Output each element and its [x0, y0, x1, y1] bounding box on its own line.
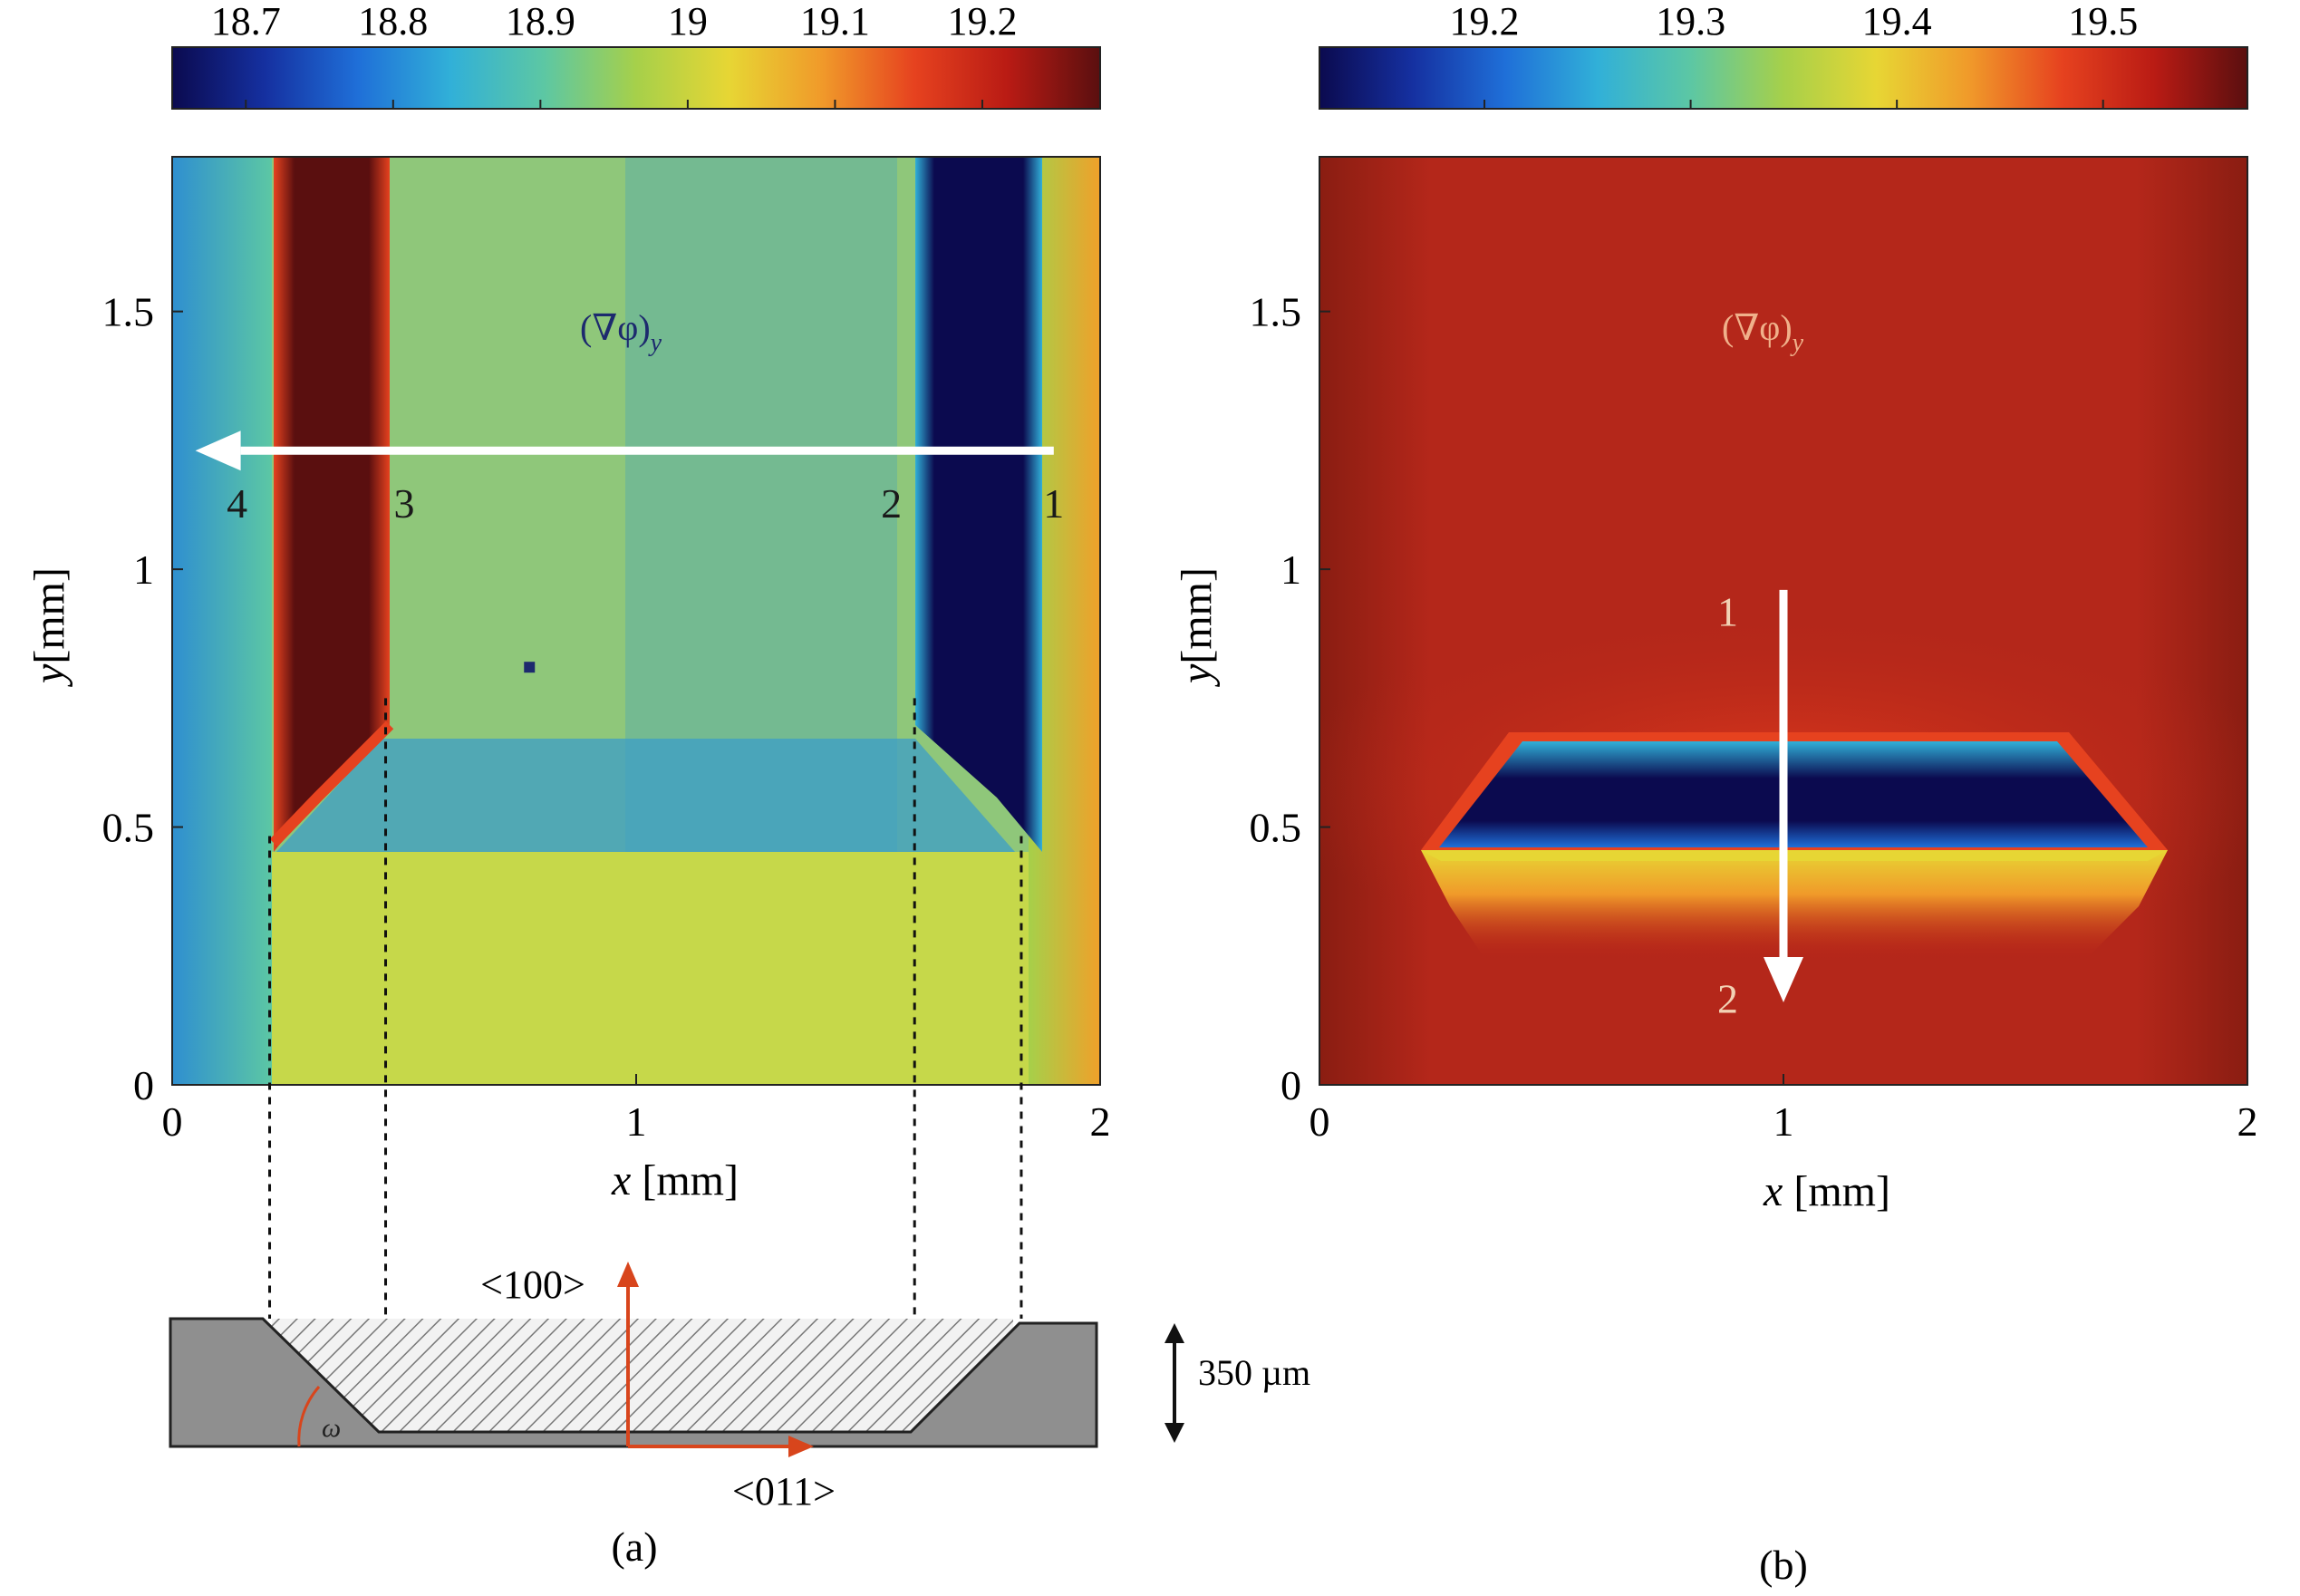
- point-label: 1: [1717, 589, 1738, 635]
- y-tick-label: 0: [133, 1062, 154, 1108]
- x-tick-label: 1: [626, 1098, 647, 1145]
- heatmap-a-right-groove-wall: [915, 157, 1042, 852]
- cross-section: ω <100> <011> 350 µm: [169, 1262, 1310, 1514]
- point-label: 1: [1043, 480, 1064, 527]
- scan-arrow-head: [195, 430, 241, 471]
- x-tick-label: 0: [162, 1098, 183, 1145]
- colorbar-tick-label: 19.1: [800, 0, 870, 44]
- panel-label-b: (b): [1759, 1542, 1808, 1588]
- colorbar-tick-label: 19.3: [1656, 0, 1725, 44]
- point-label: 3: [394, 480, 415, 527]
- y-tick-label: 1.5: [102, 289, 155, 335]
- panel-label-a: (a): [611, 1523, 657, 1570]
- y-tick-label: 1: [1280, 547, 1301, 593]
- overlay-a: 4 3 2 1: [195, 430, 1064, 1432]
- dot-marker: [524, 662, 536, 673]
- colorbar-tick-label: 19.5: [2068, 0, 2138, 44]
- y-axis-label-a: y[mm]: [25, 567, 73, 688]
- axes-b: 0 1 200.511.5: [1250, 289, 2258, 1145]
- colorbar-a: [171, 46, 1101, 110]
- heatmap-a-mid-tone: [625, 157, 897, 855]
- depth-label: 350 µm: [1198, 1352, 1310, 1393]
- cross-section-cavity: [272, 1319, 1013, 1433]
- depth-arrow-down: [1164, 1423, 1184, 1443]
- overlay-b: 12: [1717, 589, 1803, 1021]
- x-tick-label: 1: [1773, 1098, 1794, 1145]
- heatmap-b-trapezoid-interior: [1439, 741, 2148, 847]
- cross-section-substrate: [169, 1317, 1098, 1448]
- point-label: 2: [881, 480, 902, 527]
- axis-011-arrowhead: [788, 1436, 814, 1457]
- heatmap-a-left-groove-wall: [274, 157, 390, 852]
- colorbar-tick-label: 18.7: [211, 0, 281, 44]
- y-tick-label: 1.5: [1250, 289, 1302, 335]
- x-axis-label-a: x [mm]: [611, 1156, 739, 1204]
- heatmap-a-cavity-bottom: [276, 739, 1015, 852]
- y-tick-label: 1: [133, 547, 154, 593]
- heatmap-a-groove-rim: [269, 721, 394, 847]
- label-100: <100>: [480, 1262, 585, 1307]
- x-tick-label: 2: [2237, 1098, 2258, 1145]
- colorbar-tick-label: 19.2: [947, 0, 1017, 44]
- angle-arc: [297, 1386, 321, 1447]
- x-tick-label: 0: [1309, 1098, 1330, 1145]
- axis-100-arrowhead: [617, 1262, 639, 1287]
- annotation-b: (∇φ)y: [1722, 307, 1804, 357]
- heatmap-a: [172, 157, 1100, 1085]
- colorbar-tick-label: 19: [668, 0, 708, 44]
- y-tick-label: 0.5: [1250, 805, 1302, 851]
- heatmap-b-lower-band: [1421, 850, 2168, 961]
- heatmap-a-left-edge: [172, 157, 272, 1085]
- point-label: 4: [227, 480, 247, 527]
- panel-b: 19.2 19.3 19.4 19.5 0 1 200.511.5 12 (∇φ)y x …: [1173, 0, 2258, 1588]
- colorbar-b-ticks: 19.2 19.3 19.4 19.5: [1450, 0, 2138, 109]
- axes-a: 0 1 2 0 0.5 1 1.5: [102, 289, 1111, 1145]
- angle-label: ω: [322, 1413, 341, 1443]
- heatmap-a-lower-band: [272, 852, 1029, 1085]
- colorbar-tick-label: 19.2: [1450, 0, 1520, 44]
- y-tick-label: 0: [1280, 1062, 1301, 1108]
- heatmap-b-bottom-rim: [1421, 850, 2168, 861]
- colorbar-tick-label: 18.8: [358, 0, 428, 44]
- x-axis-label-b: x [mm]: [1763, 1167, 1890, 1215]
- scan-arrow-head: [1764, 956, 1803, 1002]
- x-tick-label: 2: [1090, 1098, 1111, 1145]
- y-tick-label: 0.5: [102, 805, 155, 851]
- label-011: <011>: [732, 1469, 836, 1514]
- colorbar-a-ticks: 18.7 18.8 18.9 19 19.1 19.2: [211, 0, 1017, 109]
- colorbar-b: [1319, 46, 2248, 110]
- colorbar-tick-label: 19.4: [1862, 0, 1932, 44]
- annotation-a: (∇φ)y: [580, 307, 662, 357]
- colorbar-tick-label: 18.9: [506, 0, 575, 44]
- depth-arrow-up: [1164, 1323, 1184, 1343]
- y-axis-label-b: y[mm]: [1173, 567, 1221, 688]
- point-label: 2: [1717, 975, 1738, 1021]
